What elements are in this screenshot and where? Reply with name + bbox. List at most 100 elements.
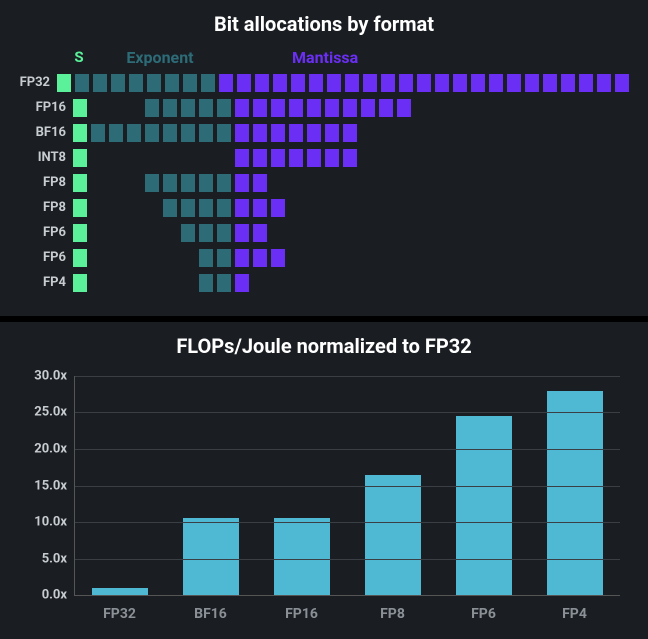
exponent-bit bbox=[162, 198, 178, 218]
mantissa-bit bbox=[380, 73, 396, 93]
mantissa-bit bbox=[416, 73, 432, 93]
gridline bbox=[75, 449, 620, 450]
exponent-bit bbox=[182, 73, 198, 93]
mantissa-bit bbox=[306, 148, 322, 168]
mantissa-bit bbox=[398, 73, 414, 93]
legend-sign-label: S bbox=[72, 48, 86, 66]
mantissa-bit bbox=[362, 73, 378, 93]
exponent-bit bbox=[162, 123, 178, 143]
bit-row: BF16 bbox=[18, 120, 630, 145]
mantissa-bit bbox=[542, 73, 558, 93]
exponent-bit bbox=[216, 248, 232, 268]
mantissa-bit bbox=[306, 98, 322, 118]
mantissa-bit bbox=[306, 123, 322, 143]
mantissa-bit bbox=[234, 223, 250, 243]
mantissa-bit bbox=[524, 73, 540, 93]
gridline bbox=[75, 559, 620, 560]
mantissa-bit bbox=[578, 73, 594, 93]
bit-row: FP6 bbox=[18, 220, 630, 245]
exponent-bit bbox=[198, 173, 214, 193]
exponent-bit bbox=[180, 223, 196, 243]
mantissa-bit bbox=[270, 123, 286, 143]
exponent-bit bbox=[162, 173, 178, 193]
mantissa-bit bbox=[452, 73, 468, 93]
sign-bit bbox=[72, 198, 88, 218]
legend-mantissa-label: Mantissa bbox=[292, 48, 358, 67]
exponent-bit bbox=[216, 198, 232, 218]
exponent-bit bbox=[144, 98, 160, 118]
bit-chart-title: Bit allocations by format bbox=[18, 12, 630, 36]
format-label: INT8 bbox=[18, 150, 72, 165]
mantissa-bit bbox=[342, 123, 358, 143]
exponent-bit bbox=[180, 123, 196, 143]
bit-row: FP8 bbox=[18, 195, 630, 220]
mantissa-bit bbox=[218, 73, 234, 93]
x-tick-label: FP4 bbox=[547, 606, 603, 622]
exponent-bit bbox=[216, 273, 232, 293]
gridline bbox=[75, 412, 620, 413]
mantissa-bit bbox=[378, 98, 394, 118]
format-label: FP32 bbox=[18, 75, 56, 90]
mantissa-bit bbox=[288, 123, 304, 143]
y-tick-label: 10.0x bbox=[34, 514, 75, 529]
bar-chart-area: 0.0x5.0x10.0x15.0x20.0x25.0x30.0x bbox=[74, 376, 620, 596]
exponent-bit bbox=[198, 248, 214, 268]
format-label: FP6 bbox=[18, 225, 72, 240]
gridline bbox=[75, 376, 620, 377]
mantissa-bit bbox=[252, 248, 268, 268]
exponent-bit bbox=[146, 73, 162, 93]
mantissa-bit bbox=[234, 248, 250, 268]
bit-row: INT8 bbox=[18, 145, 630, 170]
mantissa-bit bbox=[272, 73, 288, 93]
mantissa-bit bbox=[234, 198, 250, 218]
x-tick-label: FP32 bbox=[92, 606, 148, 622]
mantissa-bit bbox=[252, 148, 268, 168]
gridline bbox=[75, 522, 620, 523]
bar bbox=[547, 391, 603, 595]
exponent-bit bbox=[144, 173, 160, 193]
exponent-bit bbox=[216, 223, 232, 243]
mantissa-bit bbox=[596, 73, 612, 93]
mantissa-bit bbox=[324, 123, 340, 143]
sign-bit bbox=[72, 248, 88, 268]
x-tick-label: FP16 bbox=[274, 606, 330, 622]
x-tick-label: BF16 bbox=[183, 606, 239, 622]
format-label: FP4 bbox=[18, 275, 72, 290]
mantissa-bit bbox=[290, 73, 306, 93]
mantissa-bit bbox=[270, 148, 286, 168]
bits-holder bbox=[72, 198, 286, 218]
bits-holder bbox=[56, 73, 630, 93]
bar bbox=[456, 416, 512, 595]
x-axis-labels: FP32BF16FP16FP8FP6FP4 bbox=[74, 606, 620, 622]
mantissa-bit bbox=[288, 148, 304, 168]
exponent-bit bbox=[216, 123, 232, 143]
format-label: FP6 bbox=[18, 250, 72, 265]
sign-bit bbox=[72, 223, 88, 243]
sign-bit bbox=[72, 123, 88, 143]
y-tick-label: 5.0x bbox=[42, 551, 75, 566]
exponent-bit bbox=[144, 123, 160, 143]
mantissa-bit bbox=[270, 98, 286, 118]
bit-row: FP8 bbox=[18, 170, 630, 195]
mantissa-bit bbox=[234, 173, 250, 193]
bar bbox=[183, 518, 239, 595]
mantissa-bit bbox=[236, 73, 252, 93]
bar-chart-title: FLOPs/Joule normalized to FP32 bbox=[28, 334, 620, 358]
exponent-bit bbox=[110, 73, 126, 93]
format-label: FP8 bbox=[18, 175, 72, 190]
bits-holder bbox=[72, 123, 358, 143]
exponent-bit bbox=[126, 123, 142, 143]
exponent-bit bbox=[198, 198, 214, 218]
gridline bbox=[75, 486, 620, 487]
exponent-bit bbox=[128, 73, 144, 93]
exponent-bit bbox=[216, 98, 232, 118]
exponent-bit bbox=[216, 173, 232, 193]
mantissa-bit bbox=[560, 73, 576, 93]
mantissa-bit bbox=[252, 198, 268, 218]
exponent-bit bbox=[164, 73, 180, 93]
bit-row: FP16 bbox=[18, 95, 630, 120]
mantissa-bit bbox=[252, 223, 268, 243]
mantissa-bit bbox=[270, 248, 286, 268]
mantissa-bit bbox=[488, 73, 504, 93]
mantissa-bit bbox=[614, 73, 630, 93]
